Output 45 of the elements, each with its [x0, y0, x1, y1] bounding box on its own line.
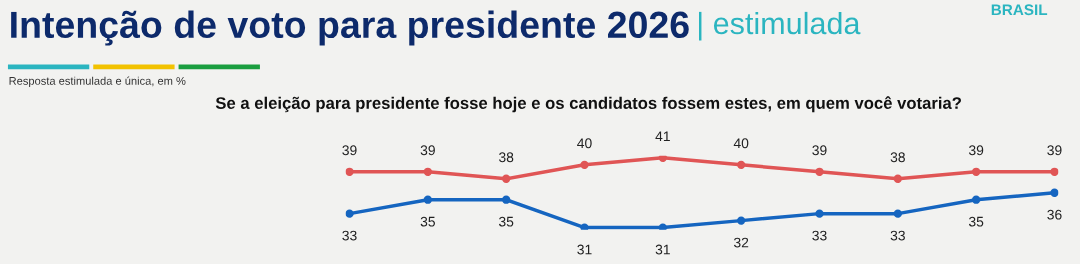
data-label: 39 [812, 145, 827, 156]
point [502, 174, 511, 183]
data-label: 40 [577, 138, 592, 149]
data-label: 33 [890, 230, 905, 241]
point [345, 167, 354, 176]
point [345, 209, 354, 218]
chart-subtitle: Se a eleição para presidente fosse hoje e os candidatos fossem estes, em quem você votaria? [215, 96, 961, 113]
point [971, 195, 981, 204]
point [423, 167, 433, 176]
data-label: 39 [968, 145, 984, 156]
point [658, 155, 667, 163]
point [737, 216, 746, 225]
data-label: 35 [968, 216, 984, 227]
data-label: 38 [890, 152, 905, 163]
data-label: 31 [655, 244, 670, 255]
point [893, 174, 902, 183]
text: Resposta estimulada e única, em % [9, 76, 186, 88]
data-label: 40 [733, 138, 749, 149]
data-label: 36 [1047, 209, 1062, 220]
data-label: 35 [498, 216, 514, 227]
point [1050, 188, 1059, 197]
chart-title: Intenção de voto para presidente 2026 [11, 10, 689, 46]
point [971, 167, 981, 176]
data-label: 38 [498, 152, 514, 163]
text: BRASIL [991, 4, 1048, 16]
point [815, 167, 824, 176]
data-label: 39 [420, 145, 435, 156]
point [737, 160, 746, 169]
data-label: 41 [655, 131, 670, 142]
data-label: 33 [812, 230, 827, 241]
point [815, 209, 824, 218]
data-label: 32 [733, 237, 749, 248]
data-label: 39 [1047, 145, 1062, 156]
point [423, 195, 433, 204]
point [580, 223, 589, 230]
point [658, 223, 667, 230]
point [580, 160, 589, 169]
data-label: 33 [342, 230, 357, 241]
data-label: 31 [577, 244, 592, 255]
data-label: 35 [420, 216, 435, 227]
point [1050, 167, 1059, 176]
point [893, 209, 902, 218]
point [502, 195, 511, 204]
text: | estimulada [698, 11, 861, 41]
data-label: 39 [342, 145, 357, 156]
